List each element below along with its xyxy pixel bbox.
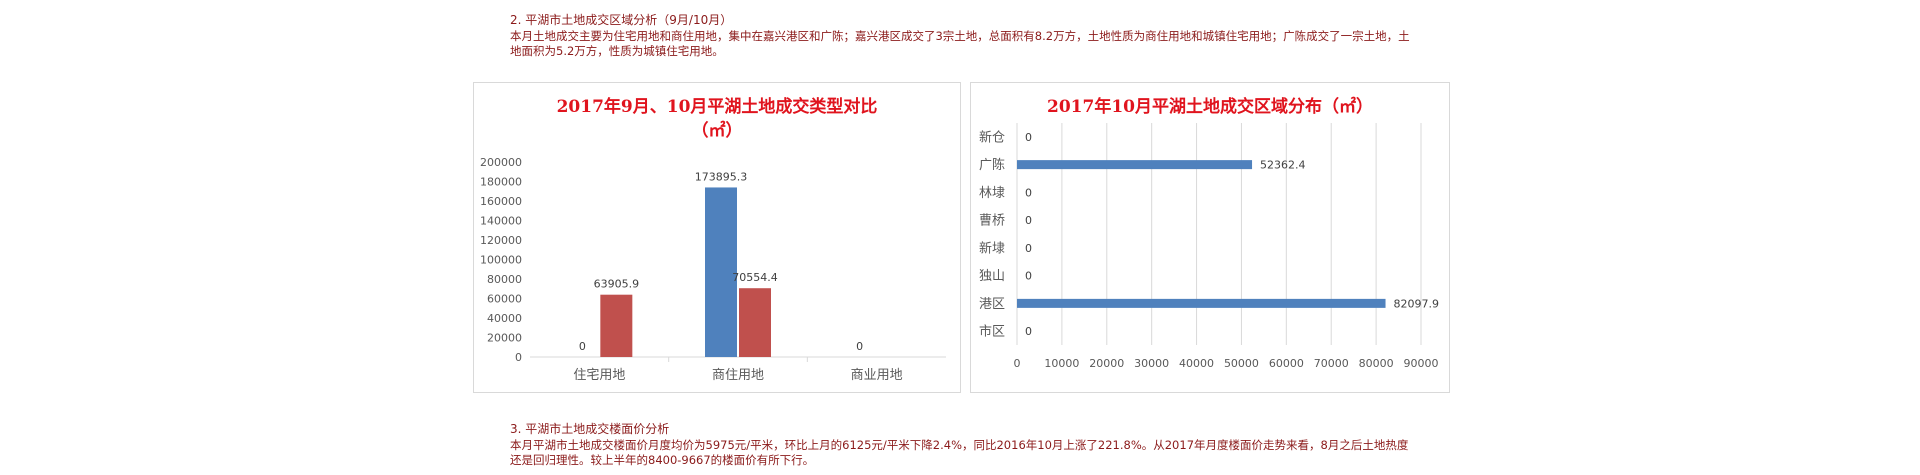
bar-data-label: 82097.9 [1394,297,1440,310]
y-tick-label: 60000 [487,293,522,306]
y-tick-label: 20000 [487,332,522,345]
y-category-label: 新埭 [979,240,1005,256]
section-2-heading: 2. 平湖市土地成交区域分析（9月/10月） [510,13,733,27]
section-3-text: 3. 平湖市土地成交楼面价分析 本月平湖市土地成交楼面价月度均价为5975元/平… [510,422,1410,469]
x-tick-label: 50000 [1224,357,1259,370]
bar-data-label: 0 [1025,214,1032,227]
bar-data-label: 0 [1025,325,1032,338]
section-2-body: 本月土地成交主要为住宅用地和商住用地，集中在嘉兴港区和广陈；嘉兴港区成交了3宗土… [510,28,1410,59]
bar [1017,160,1253,170]
section-3-heading: 3. 平湖市土地成交楼面价分析 [510,422,670,436]
y-tick-label: 160000 [480,195,522,208]
bar [1017,298,1386,308]
x-tick-label: 20000 [1089,357,1124,370]
x-tick-label: 90000 [1404,357,1439,370]
bar-data-label: 0 [1025,270,1032,283]
bar-data-label: 0 [1025,186,1032,199]
bar [600,294,633,357]
land-type-bar-chart: 0 20000 40000 60000 80000 100000 120000 140000 1… [480,156,946,383]
x-tick-label: 40000 [1179,357,1214,370]
y-category-label: 独山 [979,269,1005,284]
x-tick-label: 30000 [1134,357,1169,370]
bar-data-label: 63905.9 [594,278,640,291]
x-tick-label: 10000 [1044,357,1079,370]
y-category-label: 新仓 [979,129,1005,145]
y-tick-label: 120000 [480,234,522,247]
x-category-label: 商住用地 [712,368,764,383]
x-tick-label: 0 [1014,357,1021,370]
bar-data-label: 0 [856,340,863,353]
land-area-chart-title: 2017年10月平湖土地成交区域分布（㎡） [1047,97,1373,117]
x-tick-label: 70000 [1314,357,1349,370]
section-2-text: 2. 平湖市土地成交区域分析（9月/10月） 本月土地成交主要为住宅用地和商住用… [510,13,1410,60]
bar [705,187,737,357]
land-type-chart-panel: 2017年9月、10月平湖土地成交类型对比 （㎡） 0 20000 40000 600… [473,82,961,393]
x-category-label: 住宅用地 [573,368,625,383]
bar-data-label: 0 [579,340,586,353]
bar-data-label: 0 [1025,131,1032,144]
land-area-bar-chart: 0 10000 20000 30000 40000 50000 60000 70000 8000… [979,123,1440,370]
y-tick-label: 140000 [480,215,522,228]
y-tick-label: 100000 [480,254,522,267]
y-tick-label: 0 [515,351,522,364]
section-3-body: 本月平湖市土地成交楼面价月度均价为5975元/平米，环比上月的6125元/平米下… [510,437,1409,468]
y-category-label: 港区 [979,297,1005,312]
bar-data-label: 70554.4 [732,271,778,284]
bar-data-label: 173895.3 [695,170,748,183]
y-tick-label: 40000 [487,312,522,325]
x-category-label: 商业用地 [851,368,903,383]
y-category-label: 市区 [979,324,1005,340]
y-category-label: 林埭 [979,186,1005,201]
y-tick-label: 80000 [487,273,522,286]
bar [739,288,771,357]
y-tick-label: 200000 [480,156,522,169]
x-tick-label: 80000 [1359,357,1394,370]
x-tick-label: 60000 [1269,357,1304,370]
land-area-chart-panel: 2017年10月平湖土地成交区域分布（㎡） 0 10000 20000 30000 40… [970,82,1450,393]
land-type-chart-title: 2017年9月、10月平湖土地成交类型对比 [556,97,878,117]
bar-data-label: 0 [1025,242,1032,255]
land-type-chart-title-unit: （㎡） [691,121,743,141]
y-category-label: 广陈 [979,157,1005,173]
bar-data-label: 52362.4 [1260,159,1306,172]
y-category-label: 曹桥 [979,214,1005,229]
y-tick-label: 180000 [480,176,522,189]
